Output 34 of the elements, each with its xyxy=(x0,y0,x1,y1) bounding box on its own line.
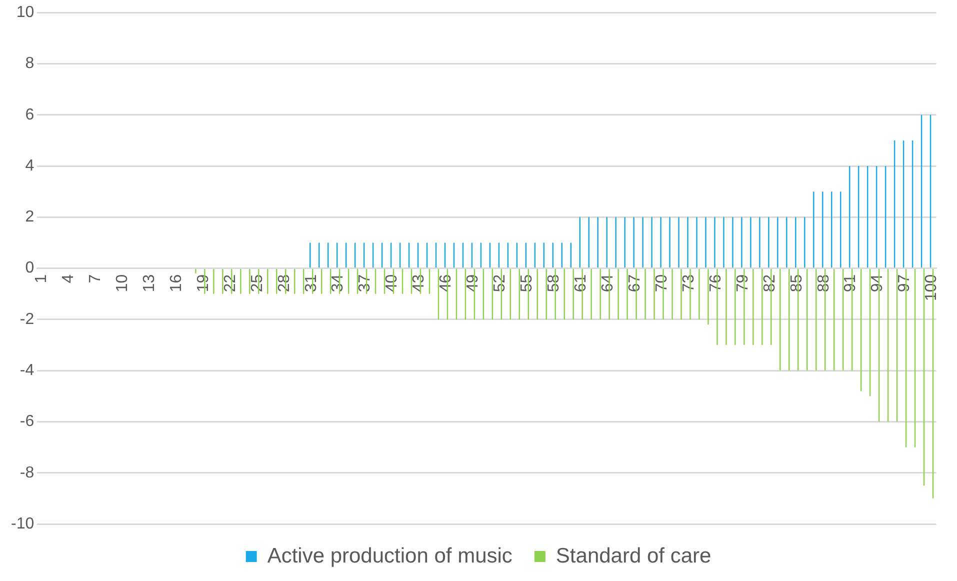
x-tick-label: 19 xyxy=(194,274,212,292)
y-tick-label: -8 xyxy=(20,464,34,482)
x-tick-label: 25 xyxy=(248,274,266,292)
x-tick-label: 73 xyxy=(680,274,698,292)
x-tick-label: 82 xyxy=(761,274,778,292)
y-tick-label: 2 xyxy=(25,208,34,226)
x-tick-label: 70 xyxy=(653,274,670,292)
y-tick-label: -10 xyxy=(11,515,34,532)
x-tick-label: 22 xyxy=(222,274,239,292)
y-tick-label: 4 xyxy=(25,157,34,174)
x-tick-label: 4 xyxy=(60,274,77,284)
x-tick-label: 76 xyxy=(707,274,724,292)
x-tick-label: 1 xyxy=(33,274,50,284)
x-tick-label: 79 xyxy=(734,274,752,292)
x-tick-label: 13 xyxy=(140,274,158,292)
y-tick-label: 10 xyxy=(16,4,34,22)
y-tick-label: -6 xyxy=(20,413,34,430)
y-tick-label: 6 xyxy=(25,106,34,124)
x-tick-label: 91 xyxy=(842,274,860,292)
x-tick-label: 7 xyxy=(86,274,104,284)
x-tick-label: 58 xyxy=(546,274,563,292)
legend-label: Active production of music xyxy=(267,544,512,568)
x-tick-label: 61 xyxy=(572,274,590,292)
y-tick-label: -4 xyxy=(20,362,34,379)
y-tick-label: -2 xyxy=(20,310,34,328)
y-tick-label: 0 xyxy=(25,260,34,277)
x-tick-label: 55 xyxy=(518,274,536,292)
x-tick-label: 10 xyxy=(114,274,131,292)
x-tick-label: 67 xyxy=(626,274,644,292)
y-tick-label: 8 xyxy=(25,55,34,72)
x-tick-label: 31 xyxy=(302,274,320,292)
legend-label: Standard of care xyxy=(556,544,712,568)
x-tick-label: 16 xyxy=(168,274,185,292)
x-tick-label: 97 xyxy=(896,274,914,292)
